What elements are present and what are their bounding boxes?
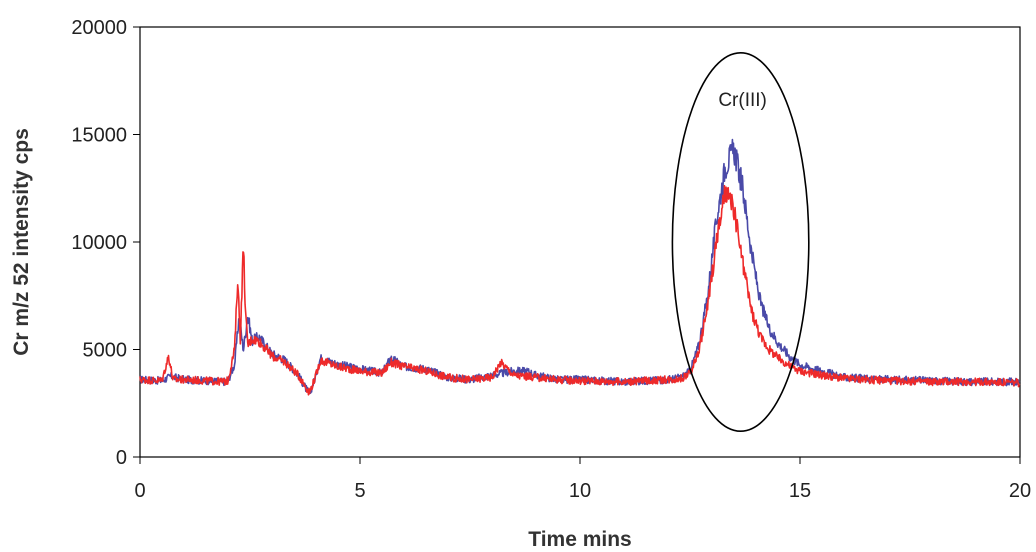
y-axis-ticks: 0 5000 10000 15000 20000: [71, 17, 140, 469]
series-lines: [139, 138, 1021, 396]
y-tick-label: 20000: [71, 17, 127, 39]
annotations: Cr(III): [671, 52, 810, 432]
peak-annotation-label: Cr(III): [718, 90, 767, 111]
x-tick-label: 10: [569, 480, 591, 502]
y-tick-label: 15000: [71, 125, 127, 147]
plot-area-frame: [139, 26, 1021, 458]
y-axis-title: Cr m/z 52 intensity cps: [10, 128, 33, 356]
y-tick-label: 0: [116, 447, 127, 469]
x-tick-label: 0: [134, 480, 145, 502]
series-line-2: [139, 184, 1021, 396]
x-tick-label: 15: [789, 480, 811, 502]
y-tick-label: 10000: [71, 232, 127, 254]
x-axis-ticks: 0 5 10 15 20: [134, 457, 1031, 502]
x-tick-label: 20: [1009, 480, 1031, 502]
peak-highlight-ellipse: [671, 52, 810, 432]
x-tick-label: 5: [354, 480, 365, 502]
y-tick-label: 5000: [83, 340, 128, 362]
x-axis-title: Time mins: [528, 528, 631, 551]
